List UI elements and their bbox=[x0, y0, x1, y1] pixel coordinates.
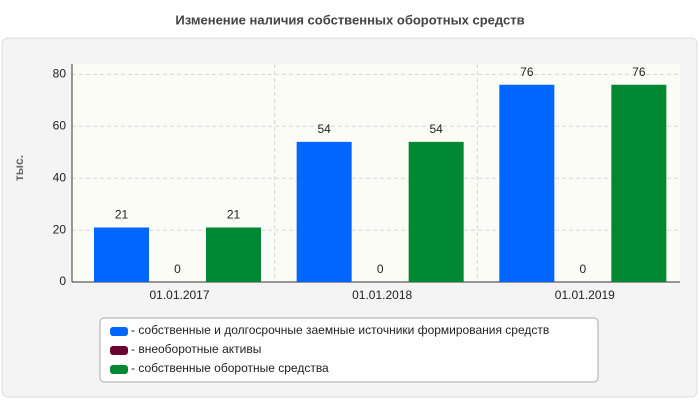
bar bbox=[206, 227, 261, 282]
legend-label: - собственные оборотные средства bbox=[131, 361, 329, 375]
data-label: 54 bbox=[317, 122, 331, 136]
bar bbox=[408, 141, 464, 282]
x-tick-label: 01.01.2017 bbox=[149, 288, 209, 302]
legend-swatch bbox=[110, 365, 128, 374]
y-tick-label: 0 bbox=[59, 274, 66, 288]
legend-label: - внеоборотные активы bbox=[131, 342, 261, 356]
y-tick-label: 20 bbox=[53, 222, 67, 236]
data-label: 21 bbox=[227, 208, 241, 222]
y-tick-label: 40 bbox=[53, 170, 67, 184]
plot-area bbox=[72, 64, 680, 282]
data-label: 54 bbox=[429, 122, 443, 136]
chart-title: Изменение наличия собственных оборотных … bbox=[175, 12, 524, 27]
y-axis-label: тыс. bbox=[12, 155, 26, 181]
x-tick-label: 01.01.2019 bbox=[555, 288, 615, 302]
bar bbox=[499, 84, 555, 282]
data-label: 76 bbox=[632, 65, 646, 79]
data-label: 21 bbox=[115, 208, 129, 222]
legend-label: - собственные и долгосрочные заемные ист… bbox=[131, 323, 549, 337]
data-label: 76 bbox=[520, 65, 534, 79]
bar bbox=[611, 84, 667, 282]
data-label: 0 bbox=[579, 262, 586, 276]
bar bbox=[94, 227, 149, 282]
y-tick-label: 60 bbox=[53, 118, 67, 132]
data-label: 0 bbox=[174, 262, 181, 276]
bar bbox=[296, 141, 352, 282]
legend-swatch bbox=[110, 327, 128, 336]
y-tick-label: 80 bbox=[53, 67, 67, 81]
legend-swatch bbox=[110, 346, 128, 355]
legend-box bbox=[99, 317, 599, 383]
data-label: 0 bbox=[377, 262, 384, 276]
x-tick-label: 01.01.2018 bbox=[352, 288, 412, 302]
